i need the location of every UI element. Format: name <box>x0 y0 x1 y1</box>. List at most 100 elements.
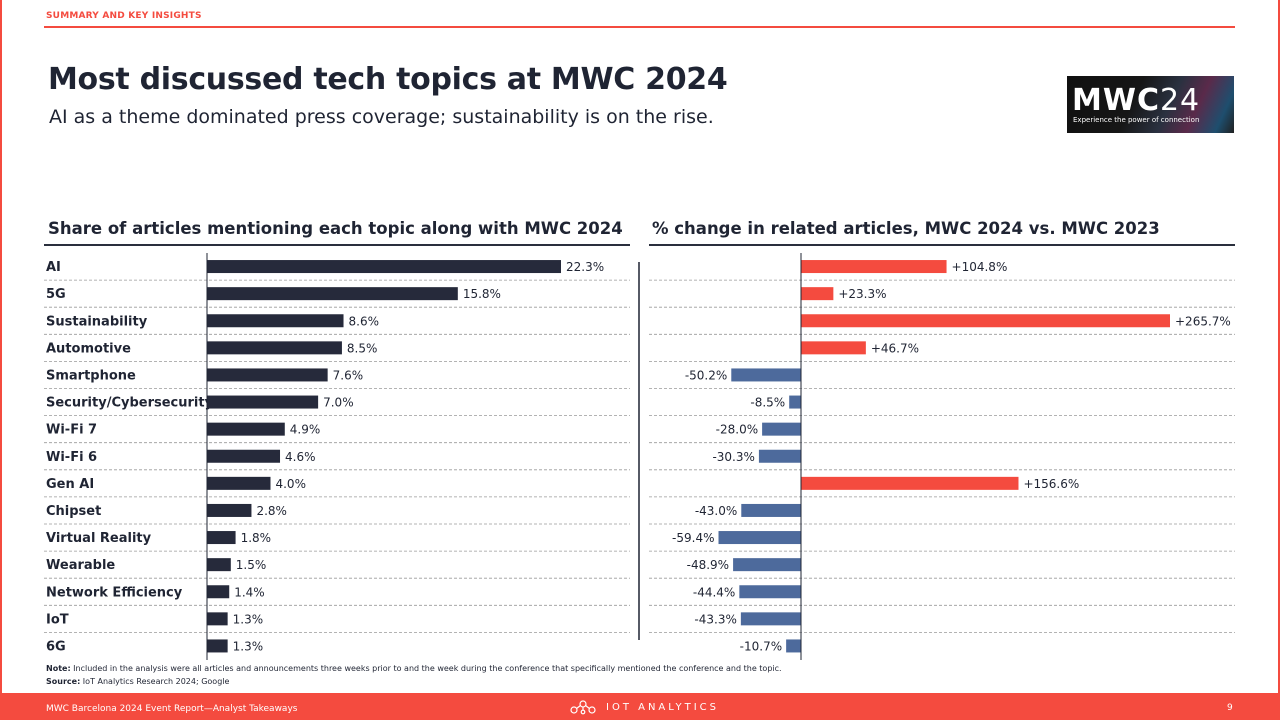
right-data-label: -43.3% <box>694 612 736 626</box>
right-data-label: -28.0% <box>716 423 758 437</box>
category-label: IoT <box>46 612 69 627</box>
right-data-label: +265.7% <box>1175 314 1231 328</box>
left-data-label: 4.0% <box>275 477 306 491</box>
footer-bar: MWC Barcelona 2024 Event Report—Analyst … <box>0 693 1280 720</box>
left-bar <box>207 395 319 409</box>
right-bar-negative <box>739 585 801 599</box>
right-chart-rule <box>649 244 1235 246</box>
right-bar-negative <box>740 612 801 626</box>
right-data-label: -10.7% <box>740 639 782 653</box>
left-bar <box>207 449 281 463</box>
section-tag: SUMMARY AND KEY INSIGHTS <box>46 11 202 21</box>
left-bar <box>207 531 236 545</box>
right-data-label: -50.2% <box>685 368 727 382</box>
mwc24-logo: MWC24 Experience the power of connection <box>1067 76 1234 133</box>
left-data-label: 7.0% <box>323 396 354 410</box>
category-label: Wi-Fi 6 <box>46 450 97 465</box>
left-bar <box>207 503 252 517</box>
right-bar-positive <box>801 314 1170 328</box>
category-label: 5G <box>46 287 66 302</box>
left-bar <box>207 260 561 274</box>
right-data-label: +46.7% <box>871 341 919 355</box>
source-label: Source: <box>46 677 81 686</box>
logo-text-main: MWC <box>1072 83 1160 118</box>
right-bar-positive <box>801 260 947 274</box>
left-data-label: 7.6% <box>333 368 364 382</box>
category-label: Wi-Fi 7 <box>46 423 97 438</box>
left-bar <box>207 558 231 572</box>
logo-text-num: 24 <box>1159 83 1201 118</box>
category-label: Sustainability <box>46 314 148 329</box>
right-bar-negative <box>762 422 801 436</box>
logo-wordmark: MWC24 <box>1072 83 1200 118</box>
right-data-label: +23.3% <box>838 287 886 301</box>
frame-right-border <box>1278 0 1280 720</box>
right-bar-negative <box>758 449 801 463</box>
right-data-label: -59.4% <box>672 531 714 545</box>
note-text: Included in the analysis were all articl… <box>70 664 782 673</box>
right-chart-title: % change in related articles, MWC 2024 v… <box>652 219 1160 238</box>
left-data-label: 1.4% <box>234 585 265 599</box>
right-bar-positive <box>801 287 834 301</box>
right-data-label: -44.4% <box>693 585 735 599</box>
right-bar-negative <box>731 368 801 382</box>
left-bar <box>207 585 230 599</box>
left-bar <box>207 612 228 626</box>
category-label: Automotive <box>46 341 131 356</box>
frame-left-border <box>0 0 2 720</box>
right-data-label: +156.6% <box>1023 477 1079 491</box>
page-subtitle: AI as a theme dominated press coverage; … <box>49 106 714 128</box>
source-line: Source: IoT Analytics Research 2024; Goo… <box>46 677 229 686</box>
left-data-label: 1.3% <box>233 612 264 626</box>
category-label: Security/Cybersecurity <box>46 396 214 411</box>
left-bar <box>207 639 228 653</box>
category-label: Virtual Reality <box>46 531 152 546</box>
source-text: IoT Analytics Research 2024; Google <box>80 677 230 686</box>
category-label: Smartphone <box>46 368 136 383</box>
right-bar-negative <box>789 395 801 409</box>
left-data-label: 8.6% <box>349 314 380 328</box>
category-label: Gen AI <box>46 477 94 492</box>
left-data-label: 1.3% <box>233 639 264 653</box>
left-data-label: 4.6% <box>285 450 316 464</box>
left-data-label: 1.8% <box>241 531 271 545</box>
category-label: Wearable <box>46 558 115 573</box>
left-bar <box>207 476 271 490</box>
network-nodes-icon <box>570 700 596 715</box>
right-bar-negative <box>786 639 801 653</box>
right-data-label: -48.9% <box>687 558 729 572</box>
right-data-label: -43.0% <box>695 504 737 518</box>
left-chart-rule <box>44 244 630 246</box>
top-rule <box>44 26 1235 28</box>
left-data-label: 8.5% <box>347 341 378 355</box>
note-label: Note: <box>46 664 71 673</box>
page-number: 9 <box>1227 703 1233 713</box>
category-label: Network Efficiency <box>46 585 183 600</box>
footer-report-title: MWC Barcelona 2024 Event Report—Analyst … <box>46 704 298 714</box>
left-data-label: 1.5% <box>236 558 266 572</box>
left-bar <box>207 287 458 301</box>
right-data-label: -30.3% <box>712 450 754 464</box>
footer-brand-name: IOT ANALYTICS <box>606 701 720 713</box>
right-bar-positive <box>801 341 866 355</box>
right-data-label: +104.8% <box>952 260 1008 274</box>
left-data-label: 4.9% <box>290 423 321 437</box>
right-bar-negative <box>741 503 801 517</box>
category-label: Chipset <box>46 504 101 519</box>
category-label: AI <box>46 260 61 275</box>
footer-brand: IOT ANALYTICS <box>570 698 719 716</box>
footnote: Note: Included in the analysis were all … <box>46 664 782 673</box>
right-bar-negative <box>733 558 801 572</box>
left-bar <box>207 422 285 436</box>
left-bar <box>207 314 344 328</box>
right-bar-positive <box>801 476 1019 490</box>
left-data-label: 22.3% <box>566 260 604 274</box>
left-data-label: 2.8% <box>256 504 287 518</box>
right-data-label: -8.5% <box>750 396 785 410</box>
logo-tagline: Experience the power of connection <box>1073 116 1200 124</box>
category-label: 6G <box>46 639 66 654</box>
left-bar <box>207 368 328 382</box>
page-title: Most discussed tech topics at MWC 2024 <box>48 62 728 97</box>
right-bar-negative <box>718 531 801 545</box>
